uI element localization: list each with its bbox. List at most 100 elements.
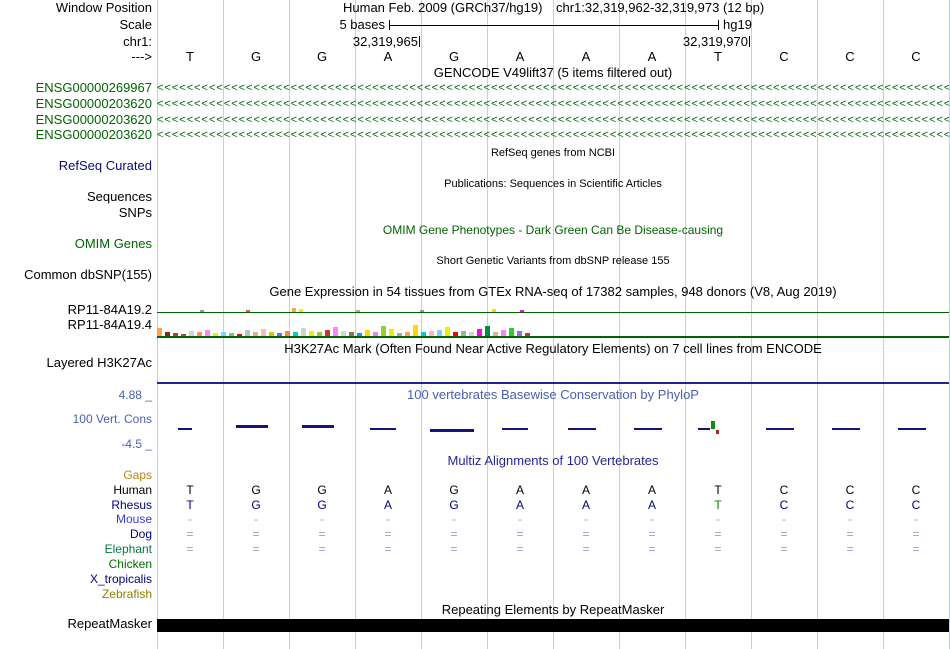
gtex-expression-bar bbox=[493, 332, 498, 336]
conservation-track-header[interactable]: 100 vertebrates Basewise Conservation by… bbox=[407, 387, 699, 402]
gtex-tick bbox=[246, 310, 250, 312]
species-label-zebrafish[interactable]: Zebrafish bbox=[101, 587, 152, 601]
gtex-expression-bar bbox=[421, 332, 426, 336]
omim-track-header[interactable]: OMIM Gene Phenotypes - Dark Green Can Be… bbox=[382, 223, 724, 237]
scale-value: 5 bases bbox=[339, 17, 385, 32]
dbsnp-track-header[interactable]: Short Genetic Variants from dbSNP releas… bbox=[436, 255, 670, 267]
gtex-gene-label-1[interactable]: RP11-84A19.2 bbox=[67, 302, 152, 317]
sequence-base: C bbox=[779, 49, 789, 64]
refseq-track-header[interactable]: RefSeq genes from NCBI bbox=[490, 147, 616, 159]
gene-model-line-1[interactable]: <<<<<<<<<<<<<<<<<<<<<<<<<<<<<<<<<<<<<<<<… bbox=[157, 82, 949, 94]
gtex-expression-bar bbox=[405, 332, 410, 336]
alignment-cell: - bbox=[848, 512, 852, 526]
gtex-tick bbox=[356, 310, 360, 312]
gene-label-3[interactable]: ENSG00000203620 bbox=[35, 112, 152, 127]
gtex-expression-bar bbox=[461, 331, 466, 336]
multiz-track-header[interactable]: Multiz Alignments of 100 Vertebrates bbox=[447, 453, 659, 468]
alignment-cell: = bbox=[648, 542, 656, 556]
species-label-rhesus[interactable]: Rhesus bbox=[111, 498, 152, 512]
species-label-x_tropicalis[interactable]: X_tropicalis bbox=[89, 572, 152, 586]
sequence-base: T bbox=[186, 49, 194, 64]
gene-model-line-3[interactable]: <<<<<<<<<<<<<<<<<<<<<<<<<<<<<<<<<<<<<<<<… bbox=[157, 114, 949, 126]
repeatmasker-track-header[interactable]: Repeating Elements by RepeatMasker bbox=[441, 602, 665, 617]
chrom-label: chr1: bbox=[123, 34, 152, 49]
layered-h3k27ac-label[interactable]: Layered H3K27Ac bbox=[46, 355, 152, 370]
conservation-mark bbox=[634, 428, 662, 430]
gene-label-1[interactable]: ENSG00000269967 bbox=[35, 80, 152, 95]
gtex-track-header[interactable]: Gene Expression in 54 tissues from GTEx … bbox=[269, 284, 837, 299]
grid-line bbox=[223, 0, 224, 649]
gtex-expression-bar bbox=[205, 330, 210, 336]
conservation-mark bbox=[502, 428, 528, 430]
sequence-base: G bbox=[448, 49, 460, 64]
coord-left: 32,319,965 bbox=[352, 34, 418, 49]
conservation-mark bbox=[716, 430, 719, 434]
gtex-tick bbox=[200, 310, 204, 312]
alignment-cell: T bbox=[186, 498, 194, 512]
species-label-elephant[interactable]: Elephant bbox=[104, 542, 152, 556]
gtex-expression-bar bbox=[309, 331, 314, 336]
alignment-cell: = bbox=[846, 527, 854, 541]
alignment-cell: C bbox=[845, 483, 855, 497]
species-label-mouse[interactable]: Mouse bbox=[115, 512, 152, 526]
species-label-dog[interactable]: Dog bbox=[129, 527, 152, 541]
common-dbsnp-label[interactable]: Common dbSNP(155) bbox=[24, 267, 152, 282]
gtex-expression-bar bbox=[221, 332, 226, 336]
gtex-expression-bar bbox=[485, 326, 490, 336]
h3k27ac-signal-line[interactable] bbox=[157, 382, 949, 384]
gtex-expression-bar bbox=[397, 333, 402, 336]
alignment-cell: C bbox=[911, 483, 921, 497]
repeatmasker-label[interactable]: RepeatMasker bbox=[67, 616, 152, 631]
gaps-label: Gaps bbox=[123, 468, 152, 482]
gtex-track-baseline-2[interactable] bbox=[157, 336, 949, 338]
gtex-expression-bar bbox=[261, 329, 266, 336]
alignment-cell: - bbox=[188, 512, 192, 526]
alignment-cell: A bbox=[647, 498, 656, 512]
sequence-base: G bbox=[250, 49, 262, 64]
alignment-cell: G bbox=[251, 498, 261, 512]
grid-line bbox=[883, 0, 884, 649]
gtex-expression-bar bbox=[437, 330, 442, 336]
gtex-expression-bar bbox=[277, 333, 282, 336]
gtex-expression-bar bbox=[413, 325, 418, 336]
alignment-cell: T bbox=[714, 483, 722, 497]
gencode-track-header[interactable]: GENCODE V49lift37 (5 items filtered out) bbox=[433, 65, 673, 80]
refseq-curated-label[interactable]: RefSeq Curated bbox=[58, 158, 152, 173]
publications-track-header[interactable]: Publications: Sequences in Scientific Ar… bbox=[444, 178, 662, 190]
gtex-track-line-1[interactable] bbox=[157, 312, 949, 313]
sequence-base: T bbox=[714, 49, 722, 64]
alignment-cell: = bbox=[912, 527, 920, 541]
gene-label-4[interactable]: ENSG00000203620 bbox=[35, 127, 152, 142]
alignment-cell: - bbox=[716, 512, 720, 526]
gtex-gene-label-2[interactable]: RP11-84A19.4 bbox=[67, 317, 152, 332]
repeatmasker-track-bar[interactable] bbox=[157, 619, 949, 632]
alignment-cell: T bbox=[186, 483, 194, 497]
conservation-mark bbox=[832, 428, 860, 430]
gtex-expression-bar bbox=[165, 332, 170, 336]
conservation-mark bbox=[370, 428, 396, 430]
gtex-expression-bar bbox=[301, 328, 306, 336]
species-label-human[interactable]: Human bbox=[113, 483, 152, 497]
snps-label[interactable]: SNPs bbox=[118, 205, 152, 220]
gene-model-line-4[interactable]: <<<<<<<<<<<<<<<<<<<<<<<<<<<<<<<<<<<<<<<<… bbox=[157, 129, 949, 141]
omim-genes-label[interactable]: OMIM Genes bbox=[74, 236, 152, 251]
species-label-chicken[interactable]: Chicken bbox=[108, 557, 152, 571]
alignment-cell: = bbox=[252, 542, 260, 556]
gtex-expression-bar bbox=[325, 330, 330, 336]
gene-label-2[interactable]: ENSG00000203620 bbox=[35, 96, 152, 111]
gene-model-line-2[interactable]: <<<<<<<<<<<<<<<<<<<<<<<<<<<<<<<<<<<<<<<<… bbox=[157, 98, 949, 110]
grid-line bbox=[553, 0, 554, 649]
conservation-mark bbox=[766, 428, 794, 430]
alignment-cell: - bbox=[584, 512, 588, 526]
sequence-base: C bbox=[845, 49, 855, 64]
h3k27ac-track-header[interactable]: H3K27Ac Mark (Often Found Near Active Re… bbox=[284, 341, 822, 356]
alignment-cell: = bbox=[846, 542, 854, 556]
gtex-expression-bar bbox=[181, 334, 186, 336]
conservation-label[interactable]: 100 Vert. Cons bbox=[72, 412, 152, 426]
alignment-cell: G bbox=[251, 483, 261, 497]
conservation-mark bbox=[568, 428, 596, 430]
alignment-cell: = bbox=[648, 527, 656, 541]
alignment-cell: = bbox=[912, 542, 920, 556]
sequences-label[interactable]: Sequences bbox=[86, 189, 152, 204]
